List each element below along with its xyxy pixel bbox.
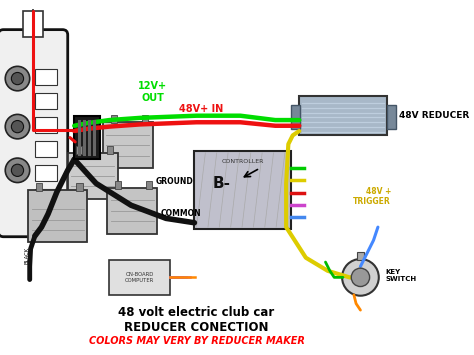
FancyBboxPatch shape (74, 116, 100, 159)
Bar (35, 116, 57, 133)
FancyBboxPatch shape (194, 151, 291, 229)
Bar (110, 115, 117, 123)
Text: 12V+
OUT: 12V+ OUT (138, 81, 167, 103)
Bar (35, 141, 57, 157)
FancyBboxPatch shape (387, 105, 396, 129)
Circle shape (11, 164, 24, 176)
Text: ON-BOARD
COMPUTER: ON-BOARD COMPUTER (125, 272, 155, 283)
Text: KEY
SWITCH: KEY SWITCH (385, 269, 417, 282)
Text: 48V+ IN: 48V+ IN (179, 104, 223, 114)
Circle shape (11, 120, 24, 133)
Bar (146, 181, 153, 189)
Bar (142, 115, 148, 123)
Bar (35, 93, 57, 109)
Text: COMMON: COMMON (161, 209, 201, 218)
Bar (107, 146, 113, 154)
Bar (35, 165, 57, 181)
Bar (35, 189, 57, 205)
Circle shape (11, 72, 24, 85)
Circle shape (5, 114, 30, 139)
Bar (75, 146, 82, 154)
Text: B-: B- (212, 176, 230, 191)
Circle shape (5, 66, 30, 91)
FancyBboxPatch shape (0, 29, 68, 237)
Circle shape (351, 268, 370, 286)
Text: COLORS MAY VERY BY REDUCER MAKER: COLORS MAY VERY BY REDUCER MAKER (89, 336, 304, 346)
Bar (36, 183, 42, 191)
Text: 48V +
TRIGGER: 48V + TRIGGER (353, 187, 391, 206)
FancyBboxPatch shape (23, 11, 43, 37)
Text: REDUCER CONECTION: REDUCER CONECTION (124, 321, 269, 334)
Text: GROUND: GROUND (156, 177, 194, 186)
Bar (357, 252, 364, 260)
FancyBboxPatch shape (28, 190, 87, 242)
FancyBboxPatch shape (103, 122, 153, 168)
Bar (76, 183, 82, 191)
Bar (115, 181, 121, 189)
FancyBboxPatch shape (68, 153, 118, 199)
Text: 48V REDUCER: 48V REDUCER (399, 111, 469, 120)
Text: 48 volt electric club car: 48 volt electric club car (118, 306, 275, 319)
Text: BLACK: BLACK (25, 247, 29, 264)
Text: CONTROLLER: CONTROLLER (221, 159, 264, 164)
Circle shape (5, 158, 30, 182)
Bar (35, 69, 57, 85)
FancyBboxPatch shape (299, 96, 387, 135)
FancyBboxPatch shape (109, 260, 170, 295)
Circle shape (342, 259, 379, 296)
FancyBboxPatch shape (291, 105, 300, 129)
FancyBboxPatch shape (107, 188, 157, 234)
